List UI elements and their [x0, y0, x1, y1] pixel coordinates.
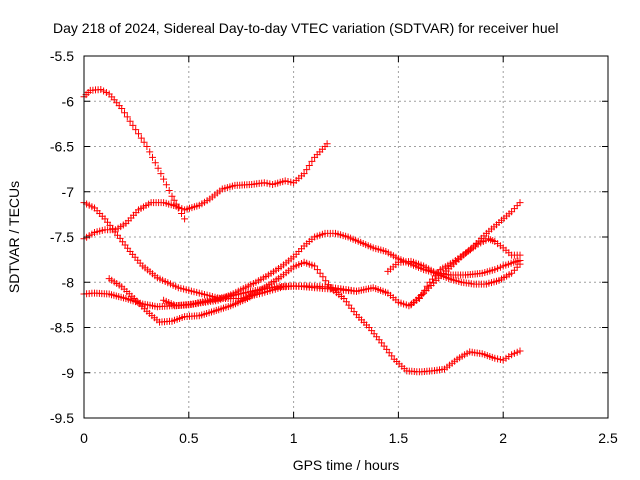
x-tick-label: 1.5: [389, 430, 409, 446]
series-trace-5: [105, 258, 524, 376]
series-markers: [80, 199, 524, 310]
x-tick-label: 1: [290, 430, 298, 446]
x-tick-label: 2: [499, 430, 507, 446]
y-tick-label: -5.5: [50, 48, 74, 64]
data-series: [80, 86, 524, 376]
y-axis-label: SDTVAR / TECUs: [6, 181, 22, 293]
y-tick-label: -9.5: [50, 410, 74, 426]
y-tick-label: -6.5: [50, 139, 74, 155]
x-axis-label: GPS time / hours: [293, 457, 400, 473]
y-tick-label: -8.5: [50, 320, 74, 336]
x-tick-label: 0.5: [179, 430, 199, 446]
series-markers: [80, 86, 189, 223]
series-trace-6: [160, 282, 360, 310]
y-axis-ticks: -9.5 -9 -8.5 -8 -7.5 -7 -6.5 -6 -5.5: [50, 48, 608, 426]
y-tick-label: -9: [62, 365, 75, 381]
series-markers: [384, 257, 524, 288]
series-markers: [407, 199, 524, 309]
series-markers: [160, 282, 360, 310]
series-markers: [105, 258, 524, 376]
series-trace-7: [384, 257, 524, 288]
chart-title: Day 218 of 2024, Sidereal Day-to-day VTE…: [53, 20, 559, 36]
x-tick-label: 2.5: [598, 430, 618, 446]
x-axis-ticks: 0 0.5 1 1.5 2 2.5: [80, 56, 618, 446]
y-tick-label: -7.5: [50, 229, 74, 245]
y-tick-label: -8: [62, 274, 75, 290]
series-trace-8: [407, 199, 524, 309]
y-tick-label: -7: [62, 184, 75, 200]
series-trace-1: [80, 86, 189, 223]
series-trace-3: [80, 199, 524, 310]
x-tick-label: 0: [80, 430, 88, 446]
y-tick-label: -6: [62, 93, 75, 109]
